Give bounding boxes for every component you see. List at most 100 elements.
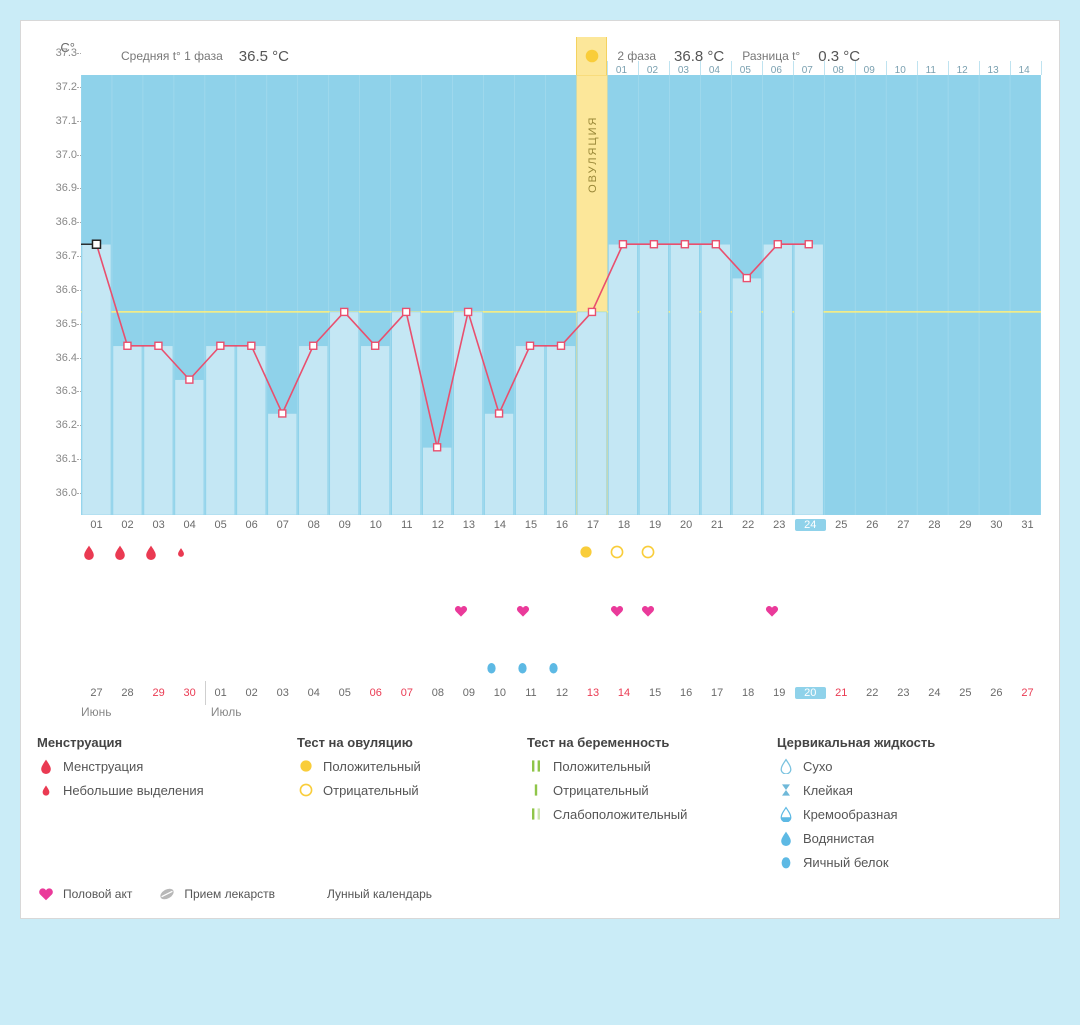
legend-column: Цервикальная жидкостьСухоКлейкаяКремообр… (777, 729, 1007, 874)
calendar-day[interactable]: 08 (422, 687, 453, 699)
cycle-day[interactable]: 20 (671, 519, 702, 531)
calendar-day[interactable]: 28 (112, 687, 143, 699)
circle-fill-icon (297, 758, 315, 774)
legend-label: Положительный (323, 759, 421, 774)
cycle-day[interactable]: 01 (81, 519, 112, 531)
two-bars-icon (527, 758, 545, 774)
cycle-day[interactable]: 14 (484, 519, 515, 531)
cycle-day[interactable]: 31 (1012, 519, 1043, 531)
legend-label: Яичный белок (803, 855, 889, 870)
cycle-day[interactable]: 11 (391, 519, 422, 531)
cycle-day[interactable]: 10 (360, 519, 391, 531)
calendar-day[interactable]: 06 (360, 687, 391, 699)
calendar-day[interactable]: 17 (702, 687, 733, 699)
cycle-day[interactable]: 12 (422, 519, 453, 531)
cycle-day[interactable]: 15 (515, 519, 546, 531)
cycle-day[interactable]: 21 (702, 519, 733, 531)
calendar-day[interactable]: 27 (81, 687, 112, 699)
calendar-day[interactable]: 04 (298, 687, 329, 699)
cycle-day[interactable]: 22 (733, 519, 764, 531)
cycle-day[interactable]: 06 (236, 519, 267, 531)
calendar-day[interactable]: 02 (236, 687, 267, 699)
legend-label: Половой акт (63, 887, 132, 901)
phase1-label: Средняя t° 1 фаза (121, 49, 223, 63)
legend-label: Менструация (63, 759, 143, 774)
cycle-day[interactable]: 02 (112, 519, 143, 531)
cycle-day[interactable]: 30 (981, 519, 1012, 531)
calendar-day[interactable]: 19 (764, 687, 795, 699)
legend-label: Клейкая (803, 783, 853, 798)
cycle-day[interactable]: 07 (267, 519, 298, 531)
legend-title: Тест на беременность (527, 735, 767, 750)
calendar-day[interactable]: 07 (391, 687, 422, 699)
y-tick: 37.3 (56, 47, 77, 59)
calendar-day[interactable]: 18 (733, 687, 764, 699)
legend-item: Прием лекарств (158, 882, 275, 906)
calendar-day[interactable]: 15 (640, 687, 671, 699)
y-tick: 37.1 (56, 115, 77, 127)
calendar-day[interactable]: 11 (515, 687, 546, 699)
calendar-day[interactable]: 03 (267, 687, 298, 699)
legend-title: Тест на овуляцию (297, 735, 517, 750)
month-label: Июль (205, 705, 242, 723)
calendar-day[interactable]: 12 (546, 687, 577, 699)
y-tick: 36.6 (56, 284, 77, 296)
egg-icon (777, 854, 795, 870)
calendar-day[interactable]: 27 (1012, 687, 1043, 699)
legend-item: Слабоположительный (527, 802, 767, 826)
y-tick: 36.0 (56, 487, 77, 499)
cycle-day[interactable]: 26 (857, 519, 888, 531)
calendar-day[interactable]: 09 (453, 687, 484, 699)
calendar-day[interactable]: 16 (671, 687, 702, 699)
phase2-temp: 36.8 °C (674, 48, 724, 65)
y-tick: 37.2 (56, 81, 77, 93)
cycle-day[interactable]: 17 (578, 519, 609, 531)
cycle-day[interactable]: 29 (950, 519, 981, 531)
calendar-day[interactable]: 29 (143, 687, 174, 699)
calendar-day[interactable]: 25 (950, 687, 981, 699)
calendar-day[interactable]: 13 (578, 687, 609, 699)
cycle-day[interactable]: 04 (174, 519, 205, 531)
legend: МенструацияМенструацияНебольшие выделени… (37, 729, 1043, 874)
calendar-day[interactable]: 23 (888, 687, 919, 699)
chart-header: Средняя t° 1 фаза 36.5 °C 2 фаза 36.8 °C… (81, 37, 1043, 75)
legend-label: Отрицательный (553, 783, 649, 798)
legend-label: Лунный календарь (327, 887, 432, 901)
cycle-day[interactable]: 27 (888, 519, 919, 531)
calendar-day[interactable]: 30 (174, 687, 205, 699)
cycle-day[interactable]: 25 (826, 519, 857, 531)
cycle-day[interactable]: 03 (143, 519, 174, 531)
cycle-day[interactable]: 18 (609, 519, 640, 531)
cycle-day[interactable]: 13 (453, 519, 484, 531)
calendar-day[interactable]: 22 (857, 687, 888, 699)
y-axis: C° 36.036.136.236.336.436.536.636.736.83… (37, 37, 81, 723)
cycle-day[interactable]: 08 (298, 519, 329, 531)
bbt-chart-panel: C° 36.036.136.236.336.436.536.636.736.83… (20, 20, 1060, 919)
legend-label: Положительный (553, 759, 651, 774)
calendar-day[interactable]: 05 (329, 687, 360, 699)
cycle-day[interactable]: 24 (795, 519, 826, 531)
calendar-day[interactable]: 14 (609, 687, 640, 699)
y-tick: 36.9 (56, 182, 77, 194)
calendar-day[interactable]: 01 (205, 687, 236, 699)
cycle-day-row: 0102030405060708091011121314151617181920… (81, 515, 1043, 535)
cycle-day[interactable]: 09 (329, 519, 360, 531)
calendar-day[interactable]: 26 (981, 687, 1012, 699)
moon-icon (301, 885, 319, 903)
calendar-day[interactable]: 10 (484, 687, 515, 699)
cycle-day[interactable]: 28 (919, 519, 950, 531)
legend-item: Положительный (527, 754, 767, 778)
phase2-label: 2 фаза (617, 49, 656, 63)
grid-area: ОВУЛЯЦИЯ (81, 75, 1043, 515)
legend-title: Менструация (37, 735, 287, 750)
calendar-day[interactable]: 21 (826, 687, 857, 699)
drop-outline-icon (777, 758, 795, 774)
calendar-day[interactable]: 20 (795, 687, 826, 699)
cervical-row (81, 653, 1043, 681)
cycle-day[interactable]: 16 (546, 519, 577, 531)
cycle-day[interactable]: 23 (764, 519, 795, 531)
legend-item: Сухо (777, 754, 1007, 778)
cycle-day[interactable]: 19 (640, 519, 671, 531)
cycle-day[interactable]: 05 (205, 519, 236, 531)
calendar-day[interactable]: 24 (919, 687, 950, 699)
